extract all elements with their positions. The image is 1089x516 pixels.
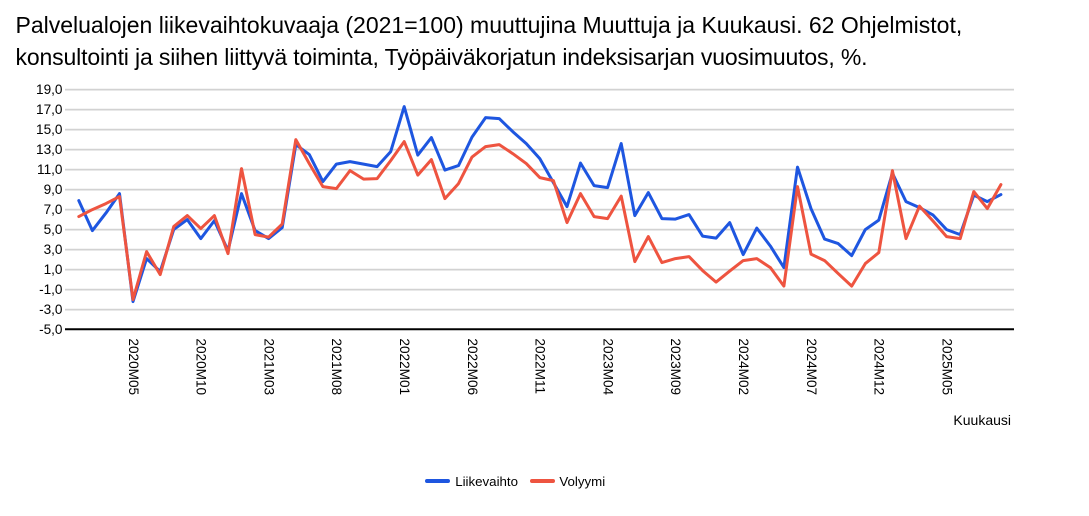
svg-text:11,0: 11,0 (37, 162, 63, 177)
svg-text:2020M10: 2020M10 (194, 338, 209, 395)
svg-text:-5,0: -5,0 (39, 322, 63, 337)
svg-text:19,0: 19,0 (36, 82, 63, 97)
svg-text:17,0: 17,0 (36, 102, 63, 117)
svg-text:2022M11: 2022M11 (533, 338, 548, 394)
svg-text:-1,0: -1,0 (39, 282, 63, 297)
svg-text:2020M05: 2020M05 (126, 338, 141, 395)
svg-text:2024M02: 2024M02 (736, 338, 751, 395)
svg-text:2023M04: 2023M04 (600, 338, 615, 395)
svg-text:15,0: 15,0 (36, 122, 63, 137)
svg-text:1,0: 1,0 (44, 262, 63, 277)
svg-text:2024M12: 2024M12 (872, 338, 887, 395)
svg-text:7,0: 7,0 (44, 202, 63, 217)
svg-text:13,0: 13,0 (36, 142, 63, 157)
svg-text:2021M03: 2021M03 (261, 338, 276, 395)
svg-text:2025M05: 2025M05 (939, 338, 954, 395)
svg-text:3,0: 3,0 (44, 242, 63, 257)
svg-text:-3,0: -3,0 (39, 302, 63, 317)
svg-text:2024M07: 2024M07 (804, 338, 819, 395)
svg-text:2022M01: 2022M01 (397, 338, 412, 395)
svg-text:2023M09: 2023M09 (668, 338, 683, 395)
svg-text:2021M08: 2021M08 (329, 338, 344, 395)
svg-text:5,0: 5,0 (44, 222, 63, 237)
svg-text:9,0: 9,0 (44, 182, 63, 197)
svg-text:2022M06: 2022M06 (465, 338, 480, 395)
